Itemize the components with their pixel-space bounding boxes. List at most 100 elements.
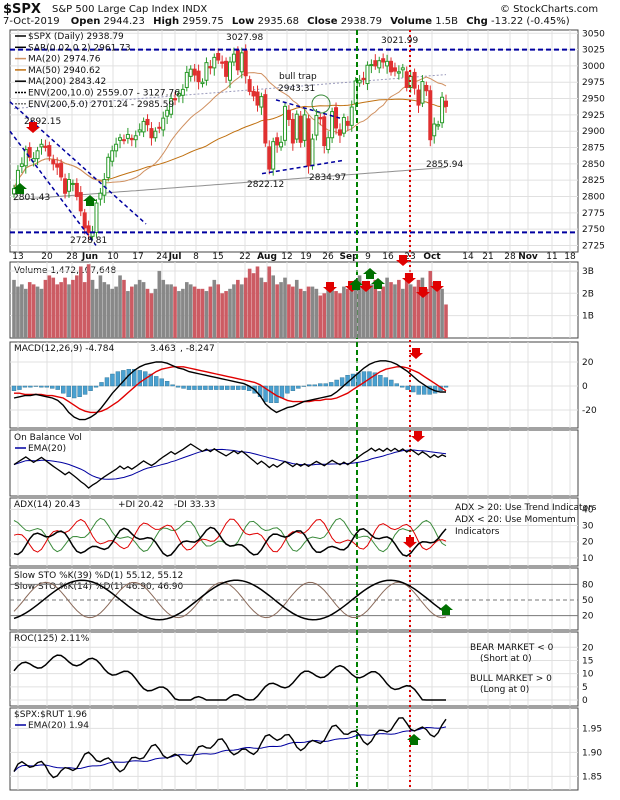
macd-histogram-bar	[192, 385, 197, 390]
adx-sell-marker	[403, 537, 417, 548]
volume-bar	[271, 275, 275, 338]
price-annotation: 2834.97	[309, 173, 346, 183]
candle-body	[239, 52, 244, 73]
minus-di-line	[13, 518, 447, 553]
sto-buy-marker	[439, 604, 453, 615]
volume-bar	[326, 282, 330, 338]
x-tick-label: 18	[564, 252, 576, 262]
y-tick-label: 3050	[582, 29, 605, 39]
panel-frame-macd	[9, 341, 579, 429]
macd-histogram-bar	[50, 385, 55, 389]
roc-bull-note: BULL MARKET > 0	[470, 674, 552, 684]
volume-bar	[255, 266, 260, 338]
macd-tick-label: -20	[582, 406, 597, 416]
macd-histogram-bar	[11, 385, 17, 392]
macd-histogram-bar	[186, 385, 192, 390]
candle-body	[373, 60, 378, 67]
macd-histogram-bar	[307, 384, 312, 387]
candle-body	[322, 116, 327, 147]
x-tick-label: 17	[132, 252, 143, 262]
adx-note: Indicators	[455, 527, 500, 537]
macd-histogram-bar	[225, 385, 230, 390]
volume-bar	[393, 284, 397, 338]
price-legend-entry: SAR(0.02,0.2) 2961.73	[28, 43, 131, 53]
ratio-tick-label: 1.95	[582, 724, 602, 734]
volume-bar	[389, 282, 393, 338]
volume-bar	[137, 279, 142, 338]
x-tick-label: 11	[546, 252, 557, 262]
macd-histogram-bar	[230, 385, 235, 390]
adx-legend: ADX(14) 20.43	[14, 500, 80, 510]
candle-body	[188, 68, 193, 77]
volume-bar	[369, 284, 374, 338]
volume-bar	[314, 288, 319, 338]
ratio-tick-label: 1.90	[582, 748, 602, 758]
macd-histogram-bar	[372, 372, 378, 387]
volume-bar	[51, 277, 56, 338]
macd-histogram-bar	[17, 385, 22, 390]
volume-bar	[47, 275, 52, 338]
volume-bar	[412, 286, 417, 338]
x-tick-label: 19	[300, 252, 312, 262]
y-tick-label: 2925	[582, 111, 605, 121]
volume-bar	[440, 288, 444, 338]
volume-sell-marker	[396, 255, 410, 266]
candle-body	[220, 61, 225, 64]
macd-histogram-bar	[443, 385, 449, 388]
volume-bar	[322, 293, 327, 338]
y-tick-label: 2725	[582, 241, 605, 251]
volume-bar	[153, 288, 158, 338]
macd-histogram-bar	[296, 385, 301, 389]
candle-body	[259, 96, 264, 108]
volume-bar	[78, 266, 83, 338]
macd-histogram-bar	[44, 385, 50, 388]
macd-signal-line	[14, 366, 447, 414]
volume-bar	[145, 288, 150, 338]
candle-body	[145, 118, 150, 126]
macd-histogram-bar	[115, 371, 121, 387]
volume-bar	[232, 284, 236, 338]
price-annotation: 3027.98	[226, 33, 263, 43]
candle-body	[82, 212, 87, 229]
roc-tick-label: 5	[582, 683, 588, 693]
panel-frame-price	[9, 29, 579, 253]
candle-body	[212, 56, 217, 69]
candle-body	[176, 92, 181, 97]
volume-bar	[298, 288, 303, 338]
candle-body	[43, 145, 48, 149]
volume-bar	[35, 286, 40, 338]
candle-body	[196, 70, 201, 83]
candle-body	[444, 100, 448, 107]
price-annotation: bull trap	[279, 72, 317, 82]
x-tick-label: 21	[482, 252, 493, 262]
candle-body	[106, 156, 111, 179]
price-annotation: 2855.94	[426, 160, 463, 170]
candle-body	[392, 67, 397, 72]
x-tick-label: Nov	[518, 252, 538, 262]
x-tick-label: 22	[239, 252, 250, 262]
macd-histogram-bar	[263, 385, 268, 402]
volume-bar	[381, 286, 385, 338]
volume-bar	[161, 279, 166, 338]
volume-bar	[306, 286, 311, 338]
volume-bar	[236, 279, 240, 338]
ratio-line	[13, 717, 447, 779]
candle-body	[208, 66, 213, 69]
volume-bar	[157, 270, 162, 338]
candle-body	[314, 115, 319, 136]
candle-body	[161, 117, 166, 131]
candle-body	[251, 90, 256, 97]
candle-body	[436, 124, 441, 127]
candle-body	[361, 77, 366, 81]
open-value: 2944.23	[103, 16, 145, 27]
candle-body	[129, 137, 134, 141]
volume-value: 1.5B	[435, 16, 458, 27]
candle-body	[428, 90, 433, 141]
volume-bar	[110, 288, 114, 338]
volume-bar	[275, 284, 279, 338]
x-tick-label: Sep	[339, 252, 359, 262]
obv-ema-legend: EMA(20)	[28, 444, 66, 454]
volume-bar	[220, 293, 224, 338]
macd-histogram-bar	[323, 383, 328, 387]
volume-bar	[71, 279, 75, 338]
